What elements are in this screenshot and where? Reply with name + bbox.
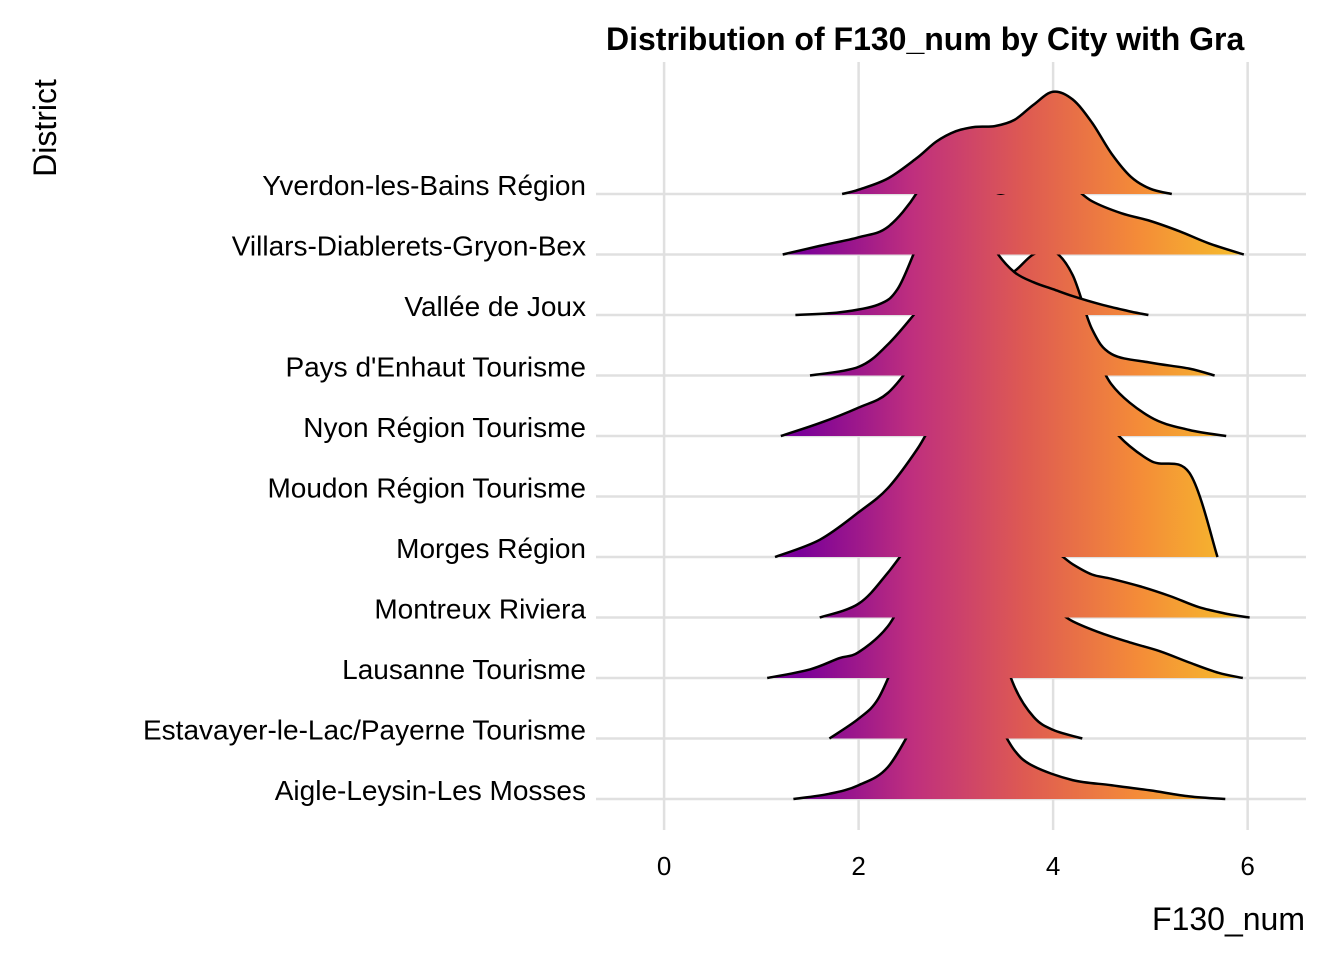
x-tick-label: 0 [657,851,671,881]
ridge-fill [795,194,1149,315]
y-tick-label: Yverdon-les-Bains Région [262,170,586,201]
chart-title: Distribution of F130_num by City with Gr… [606,21,1244,57]
y-tick-label: Moudon Région Tourisme [267,473,586,504]
ridge-fill [782,133,1244,255]
x-axis-title: F130_num [1152,901,1305,937]
y-tick-label: Villars-Diablerets-Gryon-Bex [232,231,586,262]
y-tick-label: Aigle-Leysin-Les Mosses [275,775,586,806]
y-tick-label: Vallée de Joux [404,291,586,322]
y-tick-label: Lausanne Tourisme [342,654,586,685]
label-layer: 0 2 4 6 Yverdon-les-Bains Région Villars-Diab… [143,170,1255,881]
x-tick-label: 4 [1046,851,1060,881]
y-axis-title: District [27,79,63,177]
y-tick-label: Montreux Riviera [374,594,586,625]
x-tick-label: 6 [1240,851,1254,881]
x-tick-label: 2 [851,851,865,881]
ridge-outline [841,90,1173,196]
y-tick-label: Pays d'Enhaut Tourisme [285,352,586,383]
y-tick-label: Nyon Région Tourisme [303,412,586,443]
y-tick-label: Estavayer-le-Lac/Payerne Tourisme [143,715,586,746]
ridge-fill [842,91,1172,194]
ridge-fill [793,676,1226,799]
ridge-layer [766,90,1250,801]
y-tick-label: Morges Région [396,533,586,564]
